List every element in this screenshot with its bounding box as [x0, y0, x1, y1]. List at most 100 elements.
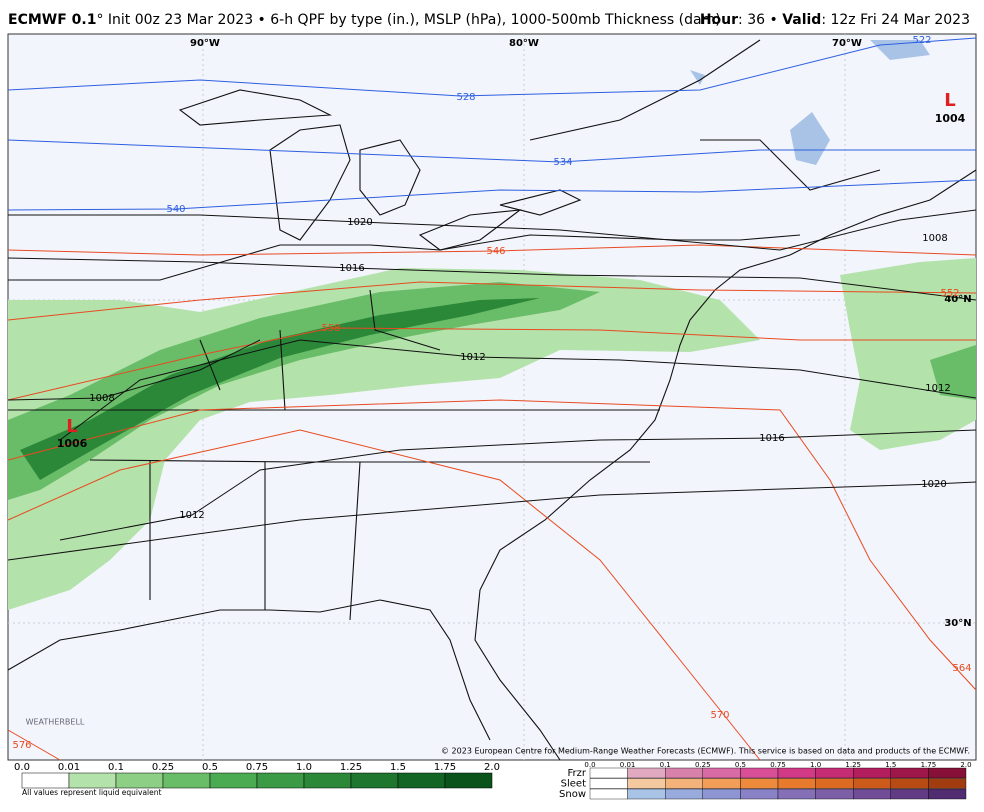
type-swatch [890, 778, 929, 789]
type-swatch [627, 778, 666, 789]
thickness-label: 546 [486, 246, 505, 257]
type-swatch [702, 767, 741, 779]
type-swatch [853, 788, 892, 800]
rain-scale-label: 1.75 [434, 762, 456, 773]
latitude-label: 30°N [944, 618, 971, 629]
type-swatch [589, 767, 628, 779]
rain-swatch [68, 772, 117, 789]
rain-swatch [303, 772, 352, 789]
valid-label: Valid [782, 12, 821, 28]
isobar-label: 1016 [339, 263, 364, 274]
mix-scale-label: 0.1 [660, 761, 671, 769]
rain-scale-label: 2.0 [484, 762, 500, 773]
isobars [7, 209, 977, 561]
type-swatch [815, 767, 854, 779]
latitude-label: 40°N [944, 294, 971, 305]
valid-time: Hour: 36 • Valid: 12z Fri 24 Mar 2023 [700, 12, 970, 28]
mix-scale-label: 1.25 [845, 761, 861, 769]
isobar-label: 1012 [925, 383, 950, 394]
mix-scale-label: 0.01 [620, 761, 636, 769]
rain-scale-label: 1.25 [340, 762, 362, 773]
isobar-label: 1006 [57, 437, 88, 450]
precip-type-label: Snow [559, 789, 586, 800]
isobar-label: 1016 [759, 433, 784, 444]
type-swatch [777, 767, 816, 779]
graticule [8, 34, 976, 760]
title-text: ° Init 00z 23 Mar 2023 • 6-h QPF by type… [96, 12, 720, 28]
type-swatch [740, 778, 779, 789]
rain-scale-label: 1.5 [390, 762, 406, 773]
low-pressure-center: L [66, 416, 77, 437]
type-swatch [815, 778, 854, 789]
rain-scale-label: 0.75 [246, 762, 268, 773]
isobar-label: 1012 [460, 352, 485, 363]
low-pressure-center: L [944, 90, 955, 111]
rain-swatch [256, 772, 305, 789]
type-swatch [928, 767, 967, 779]
thickness-label: 522 [912, 35, 931, 46]
logo: WEATHERBELL [26, 718, 85, 727]
rain-swatch [21, 772, 70, 789]
mix-scale-label: 0.5 [735, 761, 746, 769]
type-swatch [777, 778, 816, 789]
rain-scale-label: 1.0 [296, 762, 312, 773]
thickness-label: 528 [456, 92, 475, 103]
model-name: ECMWF 0.1 [8, 12, 96, 28]
rain-scale-label: 0.01 [58, 762, 80, 773]
rain-scale-label: 0.5 [202, 762, 218, 773]
type-swatch [589, 778, 628, 789]
type-swatch [627, 788, 666, 800]
thickness-cold [7, 37, 977, 211]
thickness-label: 564 [952, 663, 971, 674]
type-swatch [777, 788, 816, 800]
rain-scale-label: 0.25 [152, 762, 174, 773]
type-swatch [702, 788, 741, 800]
isobar-label: 1008 [922, 233, 947, 244]
precip-type-label: Sleet [561, 779, 586, 790]
type-swatch [928, 788, 967, 800]
type-swatch [665, 767, 704, 779]
isobar-label: 1020 [347, 217, 372, 228]
rain-swatch [350, 772, 399, 789]
type-swatch [665, 778, 704, 789]
mix-scale-label: 2.0 [960, 761, 971, 769]
type-swatch [627, 767, 666, 779]
type-swatch [928, 778, 967, 789]
isobar-label: 1020 [921, 479, 946, 490]
rain-scale-label: 0.0 [14, 762, 30, 773]
longitude-label: 90°W [190, 38, 220, 49]
thickness-label: 534 [553, 157, 572, 168]
type-swatch [702, 778, 741, 789]
longitude-label: 80°W [509, 38, 539, 49]
hour-label: Hour [700, 12, 738, 28]
type-swatch [890, 788, 929, 800]
legend [21, 767, 967, 800]
copyright: © 2023 European Centre for Medium-Range … [441, 747, 970, 756]
mix-scale-label: 1.5 [885, 761, 896, 769]
mix-scale-label: 0.75 [770, 761, 786, 769]
rain-scale-label: 0.1 [108, 762, 124, 773]
rain-swatch [209, 772, 258, 789]
rain-swatch [397, 772, 446, 789]
type-swatch [665, 788, 704, 800]
thickness-warm [7, 244, 977, 761]
type-swatch [890, 767, 929, 779]
map [7, 33, 977, 761]
thickness-label: 540 [166, 204, 185, 215]
longitude-label: 70°W [832, 38, 862, 49]
type-swatch [815, 788, 854, 800]
type-swatch [853, 767, 892, 779]
isobar-label: 1008 [89, 393, 114, 404]
type-swatch [589, 788, 628, 800]
precip-type-label: Frzr [568, 768, 587, 779]
type-swatch [853, 778, 892, 789]
rain-swatch [115, 772, 164, 789]
valid-value: : 12z Fri 24 Mar 2023 [821, 12, 970, 28]
mix-scale-label: 0.0 [584, 761, 595, 769]
map-title: ECMWF 0.1° Init 00z 23 Mar 2023 • 6-h QP… [8, 12, 721, 28]
thickness-label: 570 [710, 710, 729, 721]
mix-scale-label: 1.75 [921, 761, 937, 769]
mix-scale-label: 0.25 [695, 761, 711, 769]
legend-note: All values represent liquid equivalent [22, 788, 161, 797]
